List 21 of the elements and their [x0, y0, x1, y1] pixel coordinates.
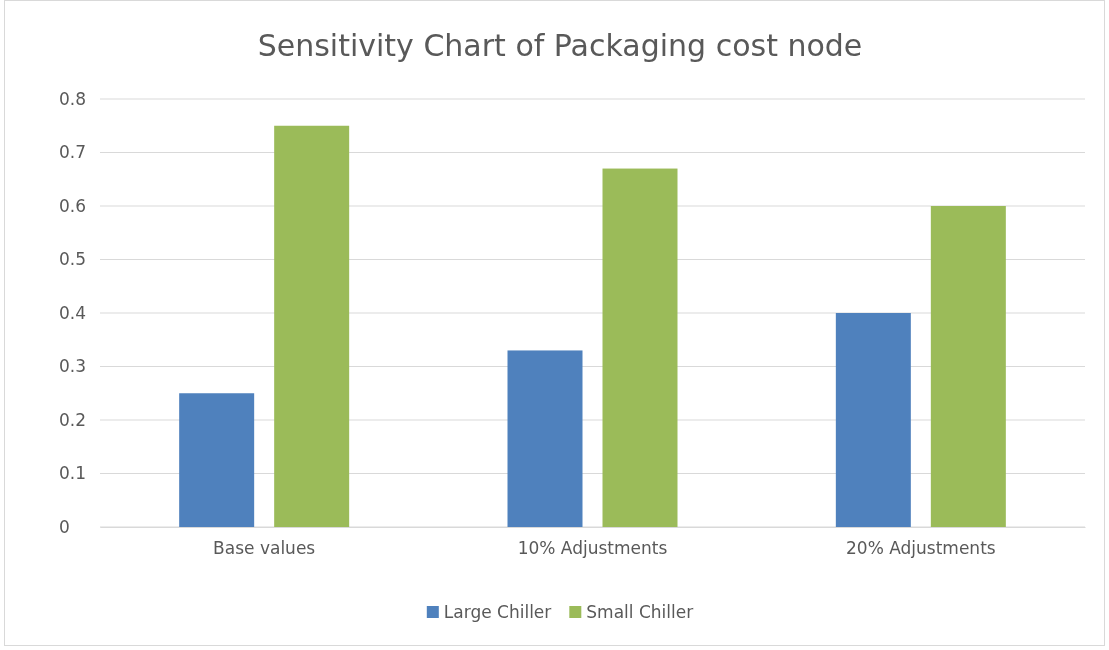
chart-title: Sensitivity Chart of Packaging cost node	[257, 28, 863, 63]
y-tick-label: 0.5	[59, 249, 87, 270]
legend-label: Large Chiller	[443, 602, 552, 622]
y-tick-label: 0.8	[59, 88, 87, 109]
bar	[274, 125, 350, 527]
y-tick-label: 0.7	[59, 142, 87, 163]
x-tick-label: 10% Adjustments	[517, 538, 668, 558]
y-tick-label: 0.4	[59, 302, 87, 323]
bar	[602, 168, 678, 527]
y-tick-label: 0.1	[59, 463, 87, 484]
y-tick-label: 0.6	[59, 195, 87, 216]
y-tick-label: 0.3	[59, 356, 87, 377]
y-tick-label: 0.2	[59, 409, 87, 430]
bar	[179, 393, 255, 527]
bar	[835, 313, 911, 527]
y-tick-label: 0	[59, 516, 70, 537]
bar	[507, 350, 583, 527]
x-tick-label: Base values	[213, 538, 316, 558]
x-tick-label: 20% Adjustments	[846, 538, 996, 558]
legend-label: Small Chiller	[586, 602, 694, 622]
bar	[930, 206, 1006, 527]
